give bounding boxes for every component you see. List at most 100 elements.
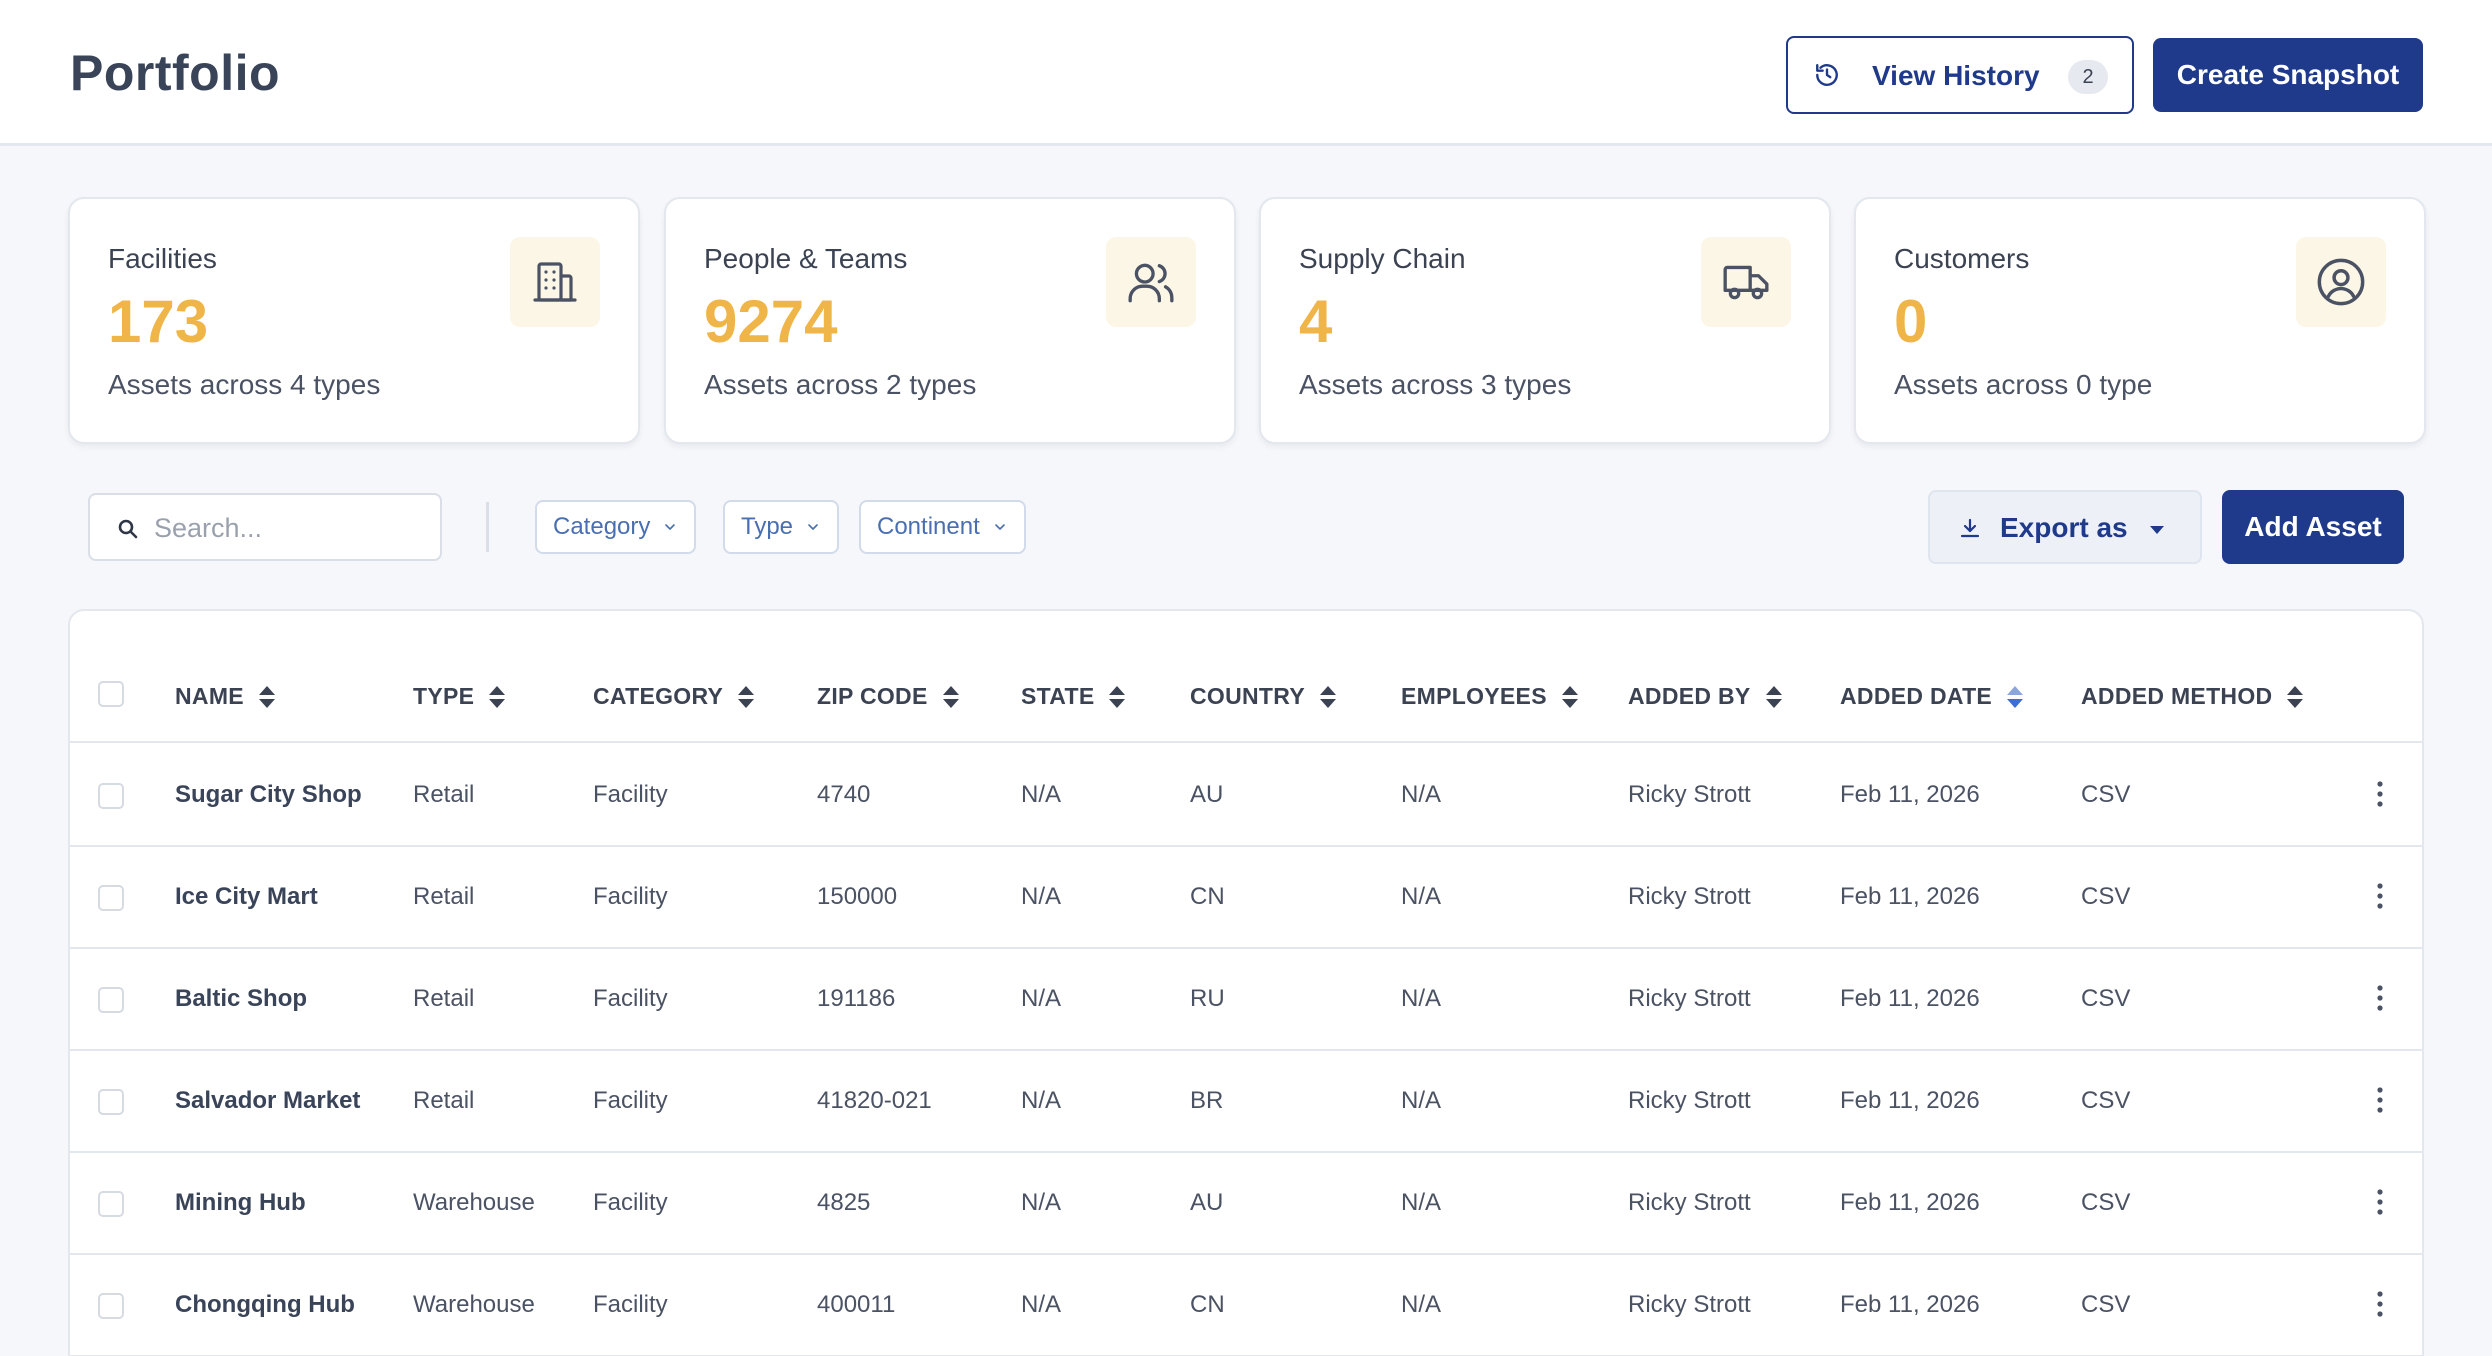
table-cell-employees: N/A <box>1401 1189 1442 1216</box>
more-vertical-icon[interactable] <box>2376 1087 2384 1113</box>
table-cell-type: Warehouse <box>413 1291 535 1318</box>
row-checkbox[interactable] <box>98 783 124 809</box>
table-cell-name: Sugar City Shop <box>175 781 362 808</box>
table-cell-name: Baltic Shop <box>175 985 308 1012</box>
sort-icon[interactable] <box>2006 684 2024 710</box>
table-cell-added-date: Feb 11, 2026 <box>1840 883 1980 910</box>
stat-card-value: 173 <box>108 288 209 355</box>
sort-icon[interactable] <box>942 684 960 710</box>
row-checkbox[interactable] <box>98 1191 124 1217</box>
table-cell-added-by: Ricky Strott <box>1628 985 1751 1012</box>
row-checkbox[interactable] <box>98 1089 124 1115</box>
sort-icon[interactable] <box>1561 684 1579 710</box>
search-input[interactable] <box>154 509 424 547</box>
table-cell-added-by: Ricky Strott <box>1628 1087 1751 1114</box>
table-cell-added-date: Feb 11, 2026 <box>1840 985 1980 1012</box>
table-cell-country: BR <box>1190 1087 1224 1114</box>
table-cell-zip-code: 400011 <box>817 1291 896 1318</box>
table-row[interactable]: Chongqing Hub Warehouse Facility 400011 N/A C… <box>70 1255 2422 1356</box>
filter-category-dropdown[interactable]: Category <box>535 500 697 554</box>
column-header-label: ZIP CODE <box>817 683 928 709</box>
assets-table: NAME TYPE CATEGORY ZIP CODE STATE COUNTRY EMPL… <box>68 609 2424 1356</box>
column-header[interactable]: ADDED DATE <box>1840 683 2024 710</box>
table-cell-added-method: CSV <box>2081 1189 2131 1216</box>
table-row[interactable]: Baltic Shop Retail Facility 191186 N/A RU N/A R… <box>70 949 2422 1051</box>
stat-card-title: Customers <box>1894 243 2030 274</box>
table-cell-country: AU <box>1190 781 1224 808</box>
column-header-label: NAME <box>175 683 244 709</box>
sort-icon[interactable] <box>1319 684 1337 710</box>
sort-icon[interactable] <box>258 684 276 710</box>
table-cell-employees: N/A <box>1401 1291 1442 1318</box>
stat-card-value: 4 <box>1299 288 1333 355</box>
chevron-down-icon <box>805 519 821 535</box>
sort-icon[interactable] <box>1765 684 1783 710</box>
caret-down-icon <box>2148 524 2166 536</box>
table-cell-category: Facility <box>593 1291 668 1318</box>
row-checkbox[interactable] <box>98 1293 124 1319</box>
search-icon <box>116 517 140 541</box>
more-vertical-icon[interactable] <box>2376 883 2384 909</box>
table-cell-state: N/A <box>1021 1189 1062 1216</box>
column-header[interactable]: STATE <box>1021 683 1126 710</box>
table-cell-added-date: Feb 11, 2026 <box>1840 1291 1980 1318</box>
table-cell-added-method: CSV <box>2081 883 2131 910</box>
column-header[interactable]: TYPE <box>413 683 506 710</box>
more-vertical-icon[interactable] <box>2376 781 2384 807</box>
column-header-label: EMPLOYEES <box>1401 683 1547 709</box>
table-row[interactable]: Salvador Market Retail Facility 41820-021 N/… <box>70 1051 2422 1153</box>
table-cell-state: N/A <box>1021 1087 1062 1114</box>
more-vertical-icon[interactable] <box>2376 1189 2384 1215</box>
sort-icon[interactable] <box>488 684 506 710</box>
filter-label: Type <box>741 513 794 540</box>
page-header: Portfolio View History 2 Create Snapshot <box>0 0 2492 146</box>
table-row[interactable]: Sugar City Shop Retail Facility 4740 N/A AU N/… <box>70 745 2422 847</box>
table-cell-added-by: Ricky Strott <box>1628 883 1751 910</box>
table-cell-zip-code: 150000 <box>817 883 898 910</box>
column-header[interactable]: ZIP CODE <box>817 683 960 710</box>
more-vertical-icon[interactable] <box>2376 1291 2384 1317</box>
sort-icon[interactable] <box>1108 684 1126 710</box>
table-cell-category: Facility <box>593 1087 668 1114</box>
select-all-checkbox[interactable] <box>98 681 124 707</box>
column-header[interactable]: ADDED METHOD <box>2081 683 2304 710</box>
table-row[interactable]: Ice City Mart Retail Facility 150000 N/A CN N/… <box>70 847 2422 949</box>
stat-card-value: 0 <box>1894 288 1928 355</box>
table-cell-added-method: CSV <box>2081 781 2131 808</box>
table-cell-type: Retail <box>413 883 475 910</box>
table-cell-added-method: CSV <box>2081 1291 2131 1318</box>
filter-type-dropdown[interactable]: Type <box>723 500 840 554</box>
column-header-label: STATE <box>1021 683 1095 709</box>
row-checkbox[interactable] <box>98 987 124 1013</box>
row-checkbox[interactable] <box>98 885 124 911</box>
column-header[interactable]: ADDED BY <box>1628 683 1783 710</box>
table-cell-added-date: Feb 11, 2026 <box>1840 1189 1980 1216</box>
column-header-label: CATEGORY <box>593 683 724 709</box>
stat-card-people-teams: People & Teams 9274 Assets across 2 type… <box>664 197 1236 444</box>
column-header-label: ADDED METHOD <box>2081 683 2273 709</box>
column-header[interactable]: COUNTRY <box>1190 683 1337 710</box>
stat-card-title: Facilities <box>108 243 217 274</box>
table-cell-state: N/A <box>1021 883 1062 910</box>
view-history-button[interactable]: View History 2 <box>1786 36 2134 114</box>
sort-icon[interactable] <box>2286 684 2304 710</box>
table-cell-name: Chongqing Hub <box>175 1291 355 1318</box>
more-vertical-icon[interactable] <box>2376 985 2384 1011</box>
table-cell-category: Facility <box>593 1189 668 1216</box>
export-as-button[interactable]: Export as <box>1928 490 2202 564</box>
table-cell-category: Facility <box>593 985 668 1012</box>
table-row[interactable]: Mining Hub Warehouse Facility 4825 N/A AU N/A R… <box>70 1153 2422 1255</box>
column-header[interactable]: EMPLOYEES <box>1401 683 1579 710</box>
column-header[interactable]: CATEGORY <box>593 683 755 710</box>
stat-card-subtitle: Assets across 0 type <box>1894 369 2153 400</box>
create-snapshot-button[interactable]: Create Snapshot <box>2153 38 2423 112</box>
table-cell-zip-code: 41820-021 <box>817 1087 932 1114</box>
add-asset-button[interactable]: Add Asset <box>2222 490 2404 564</box>
column-header[interactable]: NAME <box>175 683 276 710</box>
sort-icon[interactable] <box>737 684 755 710</box>
search-field[interactable] <box>88 493 442 561</box>
table-cell-type: Retail <box>413 781 475 808</box>
filter-continent-dropdown[interactable]: Continent <box>859 500 1026 554</box>
table-cell-name: Mining Hub <box>175 1189 306 1216</box>
column-header-label: TYPE <box>413 683 475 709</box>
